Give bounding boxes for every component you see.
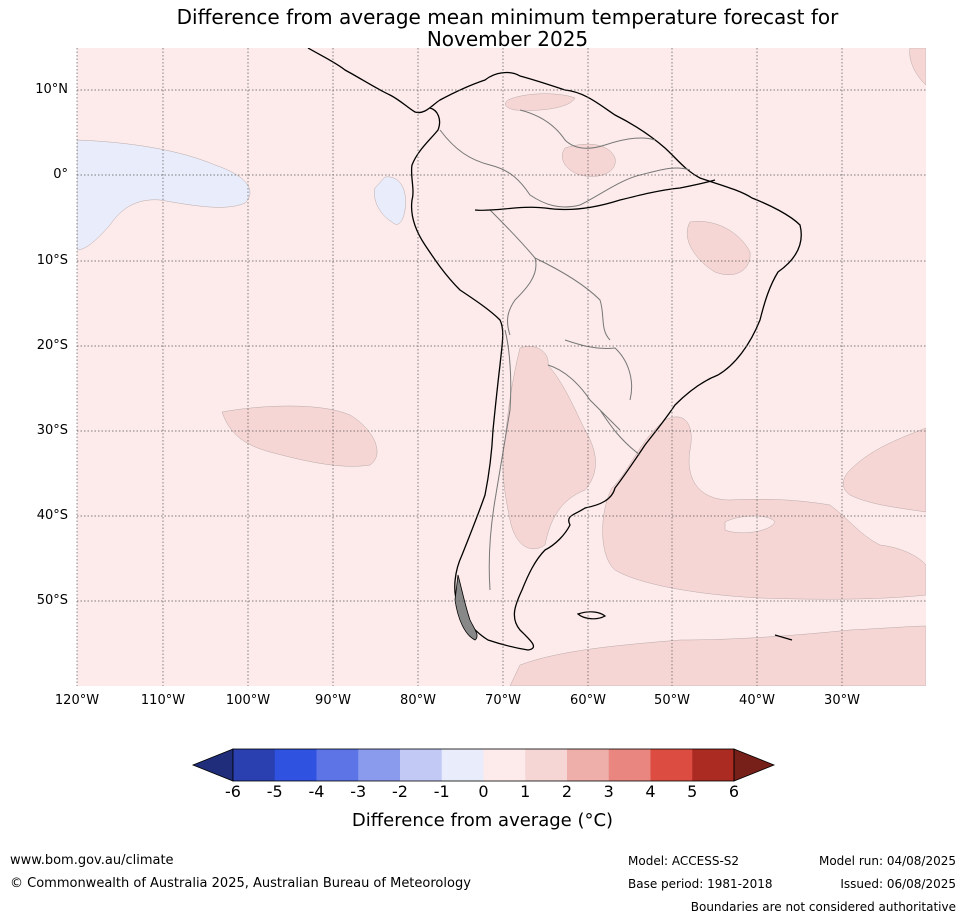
colorbar-segment [650,749,693,781]
colorbar-tick-label: 3 [603,782,614,801]
lon-label-90w: 90°W [315,693,351,708]
colorbar-segment [441,749,484,781]
colorbar-extend-low [191,748,234,782]
colorbar-tick-label: 2 [561,782,573,801]
chart-title-line-1: Difference from average mean minimum tem… [176,5,839,29]
colorbar-extend-high [733,748,776,782]
colorbar-tick-label: 0 [478,782,489,801]
colorbar-tick-label: 4 [645,782,656,801]
lon-label-70w: 70°W [485,693,521,708]
colorbar-segment [483,749,526,781]
colorbar-tick-label: -4 [308,782,325,801]
south-america-coastline [307,48,802,651]
map-panel [76,48,926,686]
lat-label-30s: 30°S [36,423,68,438]
colorbar-frame [232,748,735,782]
lon-label-110w: 110°W [140,693,186,708]
anomaly-region-guiana-warm [562,143,616,177]
footer-issued: Issued: 06/08/2025 [840,877,956,891]
colorbar-tick-label: -6 [225,782,241,801]
colorbar-segment [274,749,317,781]
anomaly-region-southeast-pacific-warm [221,405,378,467]
colorbar-tick-label: -1 [433,782,450,801]
anomaly-hole-normal [724,515,776,533]
lat-label-10s: 10°S [36,253,68,268]
colorbar-label: Difference from average (°C) [351,810,614,831]
lon-label-100w: 100°W [225,693,271,708]
lat-label-50s: 50°S [36,593,68,608]
lon-label-30w: 30°W [824,693,860,708]
anomaly-region-caribbean-warm [505,93,576,111]
colorbar-segment [608,749,651,781]
anomaly-region-brazil-northeast-warm [686,221,751,276]
lat-label-10n: 10°N [35,82,68,97]
colorbar-segment [567,749,610,781]
footer-model-run: Model run: 04/08/2025 [818,854,956,868]
lat-label-20s: 20°S [36,338,68,353]
footer-disclaimer: Boundaries are not considered authoritat… [690,900,956,914]
colorbar-tick-label: 6 [728,782,740,801]
lon-label-50w: 50°W [654,693,690,708]
colorbar-tick-label: -2 [392,782,408,801]
lat-label-40s: 40°S [36,508,68,523]
colorbar-tick-label: -3 [350,782,367,801]
anomaly-region-central-atlantic-warm [843,427,926,513]
footer-website: www.bom.gov.au/climate [10,853,174,868]
footer-copyright: © Commonwealth of Australia 2025, Austra… [10,876,471,891]
lat-label-0: 0° [53,167,68,182]
chart-title-line-2: November 2025 [426,27,589,51]
anomaly-region-northeast-corner-warm [909,48,926,86]
amazon-river [474,179,716,211]
gridlines [77,48,926,686]
lon-label-40w: 40°W [739,693,775,708]
colorbar-segment [525,749,568,781]
colorbar-tick-label: 5 [687,782,698,801]
colorbar-segment [692,749,735,781]
anomaly-region-galapagos-coast-cool [374,176,406,225]
lon-label-80w: 80°W [400,693,436,708]
chile-fjords [454,574,478,641]
colorbar-segment [233,749,276,781]
south-georgia [774,634,793,641]
colorbar-tick-label: 1 [520,782,531,801]
anomaly-region-southern-ocean-warm [509,625,926,686]
colorbar-segment [358,749,401,781]
colorbar-tick-label: -5 [266,782,283,801]
anomaly-region-south-atlantic-warm [602,416,926,600]
lon-label-120w: 120°W [54,693,100,708]
lon-label-60w: 60°W [570,693,606,708]
colorbar-segment [400,749,443,781]
footer-base-period: Base period: 1981-2018 [628,877,773,891]
country-borders [439,109,691,591]
footer-model: Model: ACCESS-S2 [628,854,740,868]
colorbar-segment [316,749,359,781]
anomaly-region-eastern-equatorial-pacific-cool [77,139,251,251]
